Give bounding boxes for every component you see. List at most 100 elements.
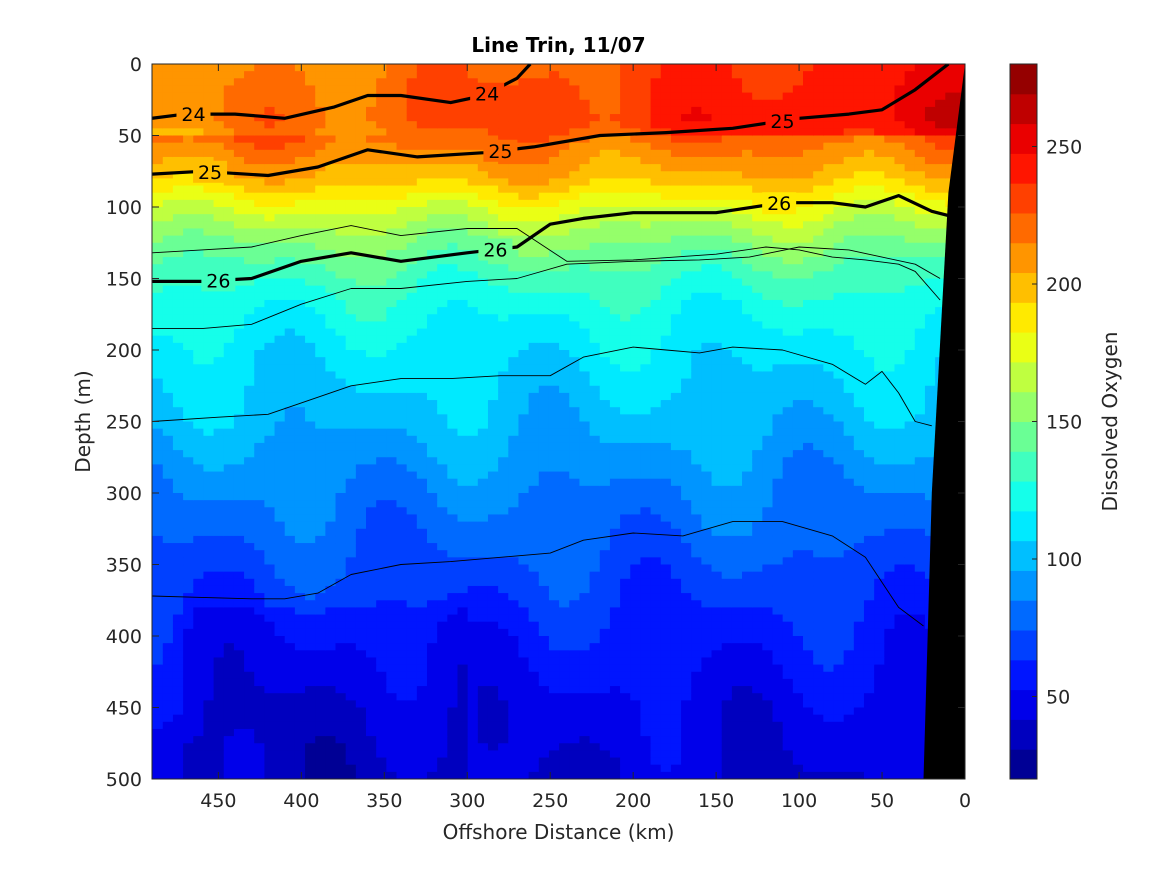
- heat-cell: [802, 771, 814, 779]
- heat-cell: [670, 657, 682, 666]
- heat-cell: [599, 385, 610, 394]
- heat-cell: [893, 114, 905, 122]
- heat-cell: [944, 171, 956, 179]
- heat-cell: [680, 671, 692, 680]
- heat-cell: [456, 664, 468, 673]
- heat-cell: [863, 564, 875, 573]
- heat-cell: [782, 521, 793, 530]
- heat-cell: [649, 442, 661, 451]
- heat-cell: [904, 550, 915, 558]
- heat-cell: [721, 578, 732, 587]
- heat-cell: [548, 199, 560, 208]
- heat-cell: [599, 600, 610, 608]
- heat-cell: [761, 78, 773, 87]
- heat-cell: [558, 721, 570, 730]
- heat-cell: [477, 299, 488, 308]
- heat-cell: [690, 671, 702, 680]
- heat-cell: [639, 307, 651, 315]
- heat-cell: [741, 357, 753, 365]
- heat-cell: [528, 335, 539, 344]
- heat-cell: [578, 392, 590, 401]
- heat-cell: [751, 493, 763, 501]
- heat-cell: [680, 686, 692, 694]
- heat-cell: [680, 271, 692, 280]
- heat-cell: [802, 164, 814, 172]
- heat-cell: [467, 192, 478, 201]
- heat-cell: [680, 471, 692, 480]
- heat-cell: [680, 392, 692, 401]
- heat-cell: [802, 235, 814, 244]
- heat-cell: [782, 664, 793, 673]
- heat-cell: [771, 357, 783, 365]
- heat-cell: [761, 743, 773, 751]
- heat-cell: [680, 328, 692, 337]
- heat-cell: [853, 221, 864, 230]
- heat-cell: [843, 714, 854, 723]
- heat-cell: [517, 192, 529, 201]
- heat-cell: [649, 650, 661, 659]
- heat-cell: [832, 328, 844, 337]
- heat-cell: [629, 593, 641, 601]
- heat-cell: [649, 171, 661, 179]
- heat-cell: [832, 92, 844, 101]
- heat-cell: [528, 743, 539, 751]
- heat-cell: [812, 142, 824, 151]
- heat-cell: [538, 478, 549, 487]
- heat-cell: [599, 164, 610, 172]
- heat-cell: [782, 757, 793, 766]
- heat-cell: [843, 242, 854, 251]
- heat-cell: [771, 493, 783, 501]
- heat-cell: [588, 264, 600, 272]
- heat-cell: [914, 342, 925, 351]
- heat-cell: [832, 228, 844, 237]
- heat-cell: [721, 736, 732, 744]
- heat-cell: [548, 478, 560, 487]
- heat-cell: [721, 121, 732, 129]
- heat-cell: [710, 278, 722, 287]
- heat-cell: [873, 99, 885, 108]
- heat-cell: [609, 493, 621, 501]
- heat-cell: [721, 71, 732, 79]
- heat-cell: [710, 264, 722, 272]
- heat-cell: [680, 385, 692, 394]
- heat-cell: [822, 650, 834, 659]
- heat-cell: [588, 407, 600, 415]
- heat-cell: [731, 600, 743, 608]
- heat-cell: [924, 514, 936, 523]
- heat-cell: [751, 700, 763, 709]
- heat-cell: [609, 214, 621, 222]
- heat-cell: [487, 207, 499, 215]
- heat-cell: [467, 714, 478, 723]
- heat-cell: [893, 550, 905, 558]
- heat-cell: [660, 142, 671, 151]
- heat-cell: [680, 149, 692, 158]
- heat-cell: [456, 457, 468, 465]
- heat-cell: [710, 514, 722, 523]
- heat-cell: [629, 686, 641, 694]
- heat-cell: [670, 514, 682, 523]
- heat-cell: [802, 135, 814, 144]
- heat-cell: [843, 421, 854, 430]
- heat-cell: [578, 442, 590, 451]
- heat-cell: [771, 335, 783, 344]
- heat-cell: [914, 156, 925, 165]
- heat-cell: [853, 335, 864, 344]
- heat-cell: [467, 392, 478, 401]
- heat-cell: [904, 164, 915, 172]
- heat-cell: [863, 578, 875, 587]
- heat-cell: [863, 121, 875, 129]
- heat-cell: [588, 543, 600, 551]
- heat-cell: [904, 64, 915, 72]
- heat-cell: [751, 228, 763, 237]
- heat-cell: [731, 364, 743, 373]
- heat-cell: [751, 657, 763, 666]
- heat-cell: [456, 521, 468, 530]
- heat-cell: [548, 714, 560, 723]
- heat-cell: [802, 621, 814, 630]
- heat-cell: [904, 593, 915, 601]
- heat-cell: [507, 707, 519, 716]
- heat-cell: [599, 535, 610, 544]
- heat-cell: [863, 535, 875, 544]
- heat-cell: [670, 221, 682, 230]
- heat-cell: [863, 621, 875, 630]
